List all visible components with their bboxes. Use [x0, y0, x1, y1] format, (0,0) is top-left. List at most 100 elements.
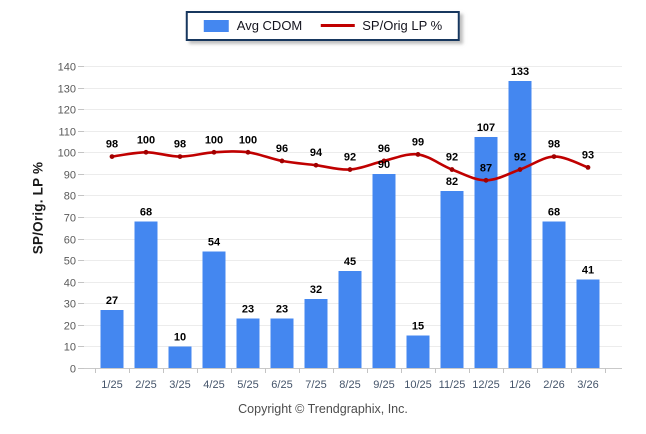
x-category-label: 7/25	[305, 379, 326, 391]
bar-value-label: 54	[208, 237, 221, 249]
line-swatch-icon	[320, 24, 355, 27]
line-point-10/25	[415, 152, 421, 157]
line-point-3/26	[585, 164, 591, 170]
line-value-label: 100	[239, 134, 257, 146]
y-tick-label: 60	[64, 235, 76, 247]
x-category-label: 5/25	[237, 379, 258, 391]
line-point-5/25	[245, 149, 251, 155]
x-category-label: 9/25	[373, 379, 394, 391]
y-tick-label: 0	[70, 364, 76, 376]
bar-value-label: 82	[446, 176, 458, 188]
line-point-8/25	[347, 167, 353, 172]
line-point-1/26	[517, 167, 523, 172]
legend: Avg CDOM SP/Orig LP %	[185, 11, 461, 41]
y-tick-label: 80	[64, 191, 76, 203]
bar-value-label: 15	[412, 321, 424, 333]
bar-value-label: 90	[378, 159, 390, 171]
x-category-label: 8/25	[339, 379, 360, 391]
bar-1/26	[508, 81, 532, 368]
bar-value-label: 32	[310, 284, 322, 296]
bar-7/25	[304, 298, 328, 368]
line-point-1/25	[109, 154, 115, 160]
line-point-6/25	[279, 158, 285, 164]
legend-item-sp-orig-lp: SP/Orig LP %	[320, 18, 442, 33]
bar-1/25	[100, 309, 124, 368]
line-value-label: 96	[378, 143, 390, 155]
line-point-7/25	[313, 162, 319, 168]
bar-11/25	[440, 191, 464, 368]
x-category-label: 12/25	[472, 379, 500, 391]
bar-value-label: 27	[106, 295, 118, 307]
bar-2/26	[542, 221, 566, 368]
y-tick-label: 110	[58, 127, 76, 139]
bar-value-label: 68	[548, 206, 560, 218]
y-tick-label: 130	[58, 84, 76, 96]
bar-8/25	[338, 270, 362, 368]
bar-3/25	[168, 346, 192, 368]
line-value-label: 99	[412, 136, 424, 148]
line-value-label: 92	[446, 152, 458, 164]
bar-5/25	[236, 318, 260, 368]
bar-value-label: 10	[174, 331, 186, 343]
line-point-9/25	[381, 158, 387, 164]
line-value-label: 92	[514, 152, 526, 164]
bar-2/25	[134, 221, 158, 368]
bar-value-label: 68	[140, 206, 152, 218]
line-value-label: 98	[548, 139, 560, 151]
line-value-label: 94	[310, 147, 323, 159]
y-tick-label: 30	[64, 299, 76, 311]
line-value-label: 93	[582, 149, 594, 161]
y-tick-label: 140	[58, 62, 76, 74]
x-category-label: 3/26	[577, 379, 598, 391]
x-category-label: 10/25	[404, 379, 432, 391]
line-point-12/25	[483, 177, 489, 183]
y-tick-label: 70	[64, 213, 76, 225]
bar-6/25	[270, 318, 294, 368]
line-value-label: 98	[174, 139, 186, 151]
x-category-label: 1/25	[101, 379, 122, 391]
y-tick-label: 40	[64, 278, 76, 290]
line-point-3/25	[177, 154, 183, 160]
bar-swatch-icon	[203, 19, 229, 32]
bar-value-label: 133	[511, 66, 529, 78]
x-category-label: 2/26	[543, 379, 564, 391]
bar-9/25	[372, 173, 396, 368]
bar-12/25	[474, 137, 498, 368]
x-category-label: 3/25	[169, 379, 190, 391]
x-category-label: 6/25	[271, 379, 292, 391]
y-tick-label: 20	[64, 321, 76, 333]
x-category-label: 11/25	[439, 379, 466, 391]
copyright-text: Copyright © Trendgraphix, Inc.	[238, 402, 408, 416]
y-tick-label: 10	[64, 342, 76, 354]
line-point-2/26	[551, 154, 557, 160]
bar-value-label: 45	[344, 256, 356, 268]
bar-value-label: 41	[582, 265, 594, 277]
legend-item-avg-cdom: Avg CDOM	[203, 18, 303, 33]
y-tick-label: 100	[58, 148, 76, 160]
x-category-label: 1/26	[509, 379, 530, 391]
bar-3/26	[576, 279, 600, 368]
line-value-label: 98	[106, 139, 118, 151]
line-point-2/25	[143, 149, 149, 155]
bar-value-label: 23	[242, 303, 254, 315]
bar-4/25	[202, 251, 226, 368]
x-category-label: 4/25	[203, 379, 224, 391]
line-value-label: 100	[137, 134, 155, 146]
y-tick-label: 50	[64, 256, 76, 268]
y-tick-label: 90	[64, 170, 76, 182]
x-category-label: 2/25	[135, 379, 156, 391]
line-value-label: 100	[205, 134, 223, 146]
legend-label-sp-orig-lp: SP/Orig LP %	[362, 18, 443, 33]
line-value-label: 87	[480, 162, 492, 174]
line-point-4/25	[211, 149, 217, 155]
y-tick-label: 120	[58, 105, 76, 117]
line-value-label: 92	[344, 152, 356, 164]
line-point-11/25	[449, 167, 455, 172]
line-value-label: 96	[276, 143, 288, 155]
bar-value-label: 107	[477, 122, 495, 134]
bar-value-label: 23	[276, 303, 288, 315]
bar-10/25	[406, 335, 430, 368]
legend-label-avg-cdom: Avg CDOM	[236, 18, 303, 33]
